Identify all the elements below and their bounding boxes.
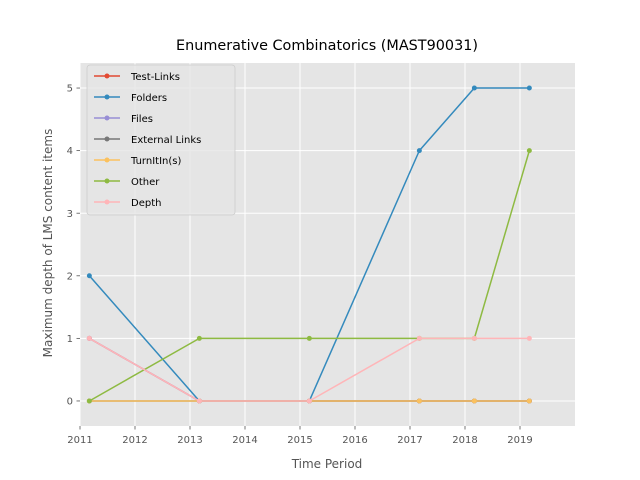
legend-box xyxy=(86,64,236,216)
series-line-folders xyxy=(88,87,530,402)
x-tick-label: 2018 xyxy=(452,435,477,446)
x-tick-label: 2011 xyxy=(67,435,92,446)
legend-item: Folders xyxy=(94,93,167,104)
data-point-depth xyxy=(416,335,422,341)
data-point-other xyxy=(196,335,202,341)
legend-label: Folders xyxy=(131,93,167,104)
data-point-other xyxy=(306,335,312,341)
y-axis-label: Maximum depth of LMS content items xyxy=(41,129,55,358)
series-layer xyxy=(86,85,532,404)
legend-item: External Links xyxy=(94,135,201,146)
legend-label: Test-Links xyxy=(130,72,180,83)
y-tick-label: 1 xyxy=(67,334,73,345)
data-point-depth xyxy=(471,335,477,341)
x-axis-ticks: 2011 2012 2013 2014 2015 2016 2017 2018 2019 xyxy=(67,426,533,446)
data-point-folders xyxy=(416,148,422,154)
legend-label: External Links xyxy=(131,135,201,146)
data-point-turnitin-s xyxy=(526,398,532,404)
x-axis-label: Time Period xyxy=(291,457,363,471)
x-tick-label: 2013 xyxy=(177,435,202,446)
legend-item: TurnItIn(s) xyxy=(94,156,181,167)
y-tick-label: 2 xyxy=(67,271,73,282)
series-line-depth xyxy=(88,337,530,402)
data-point-depth xyxy=(306,398,312,404)
legend-item: Files xyxy=(94,114,153,125)
legend-label: TurnItIn(s) xyxy=(130,156,181,167)
series-line-other xyxy=(88,150,531,402)
x-tick-label: 2012 xyxy=(122,435,147,446)
legend-marker xyxy=(104,136,110,142)
legend-marker xyxy=(104,94,110,100)
x-tick-label: 2014 xyxy=(232,435,257,446)
x-tick-label: 2019 xyxy=(507,435,532,446)
legend-marker xyxy=(104,73,110,79)
legend: Test-Links Folders Files External Links Turn… xyxy=(86,64,236,216)
data-point-folders xyxy=(86,273,92,279)
data-point-turnitin-s xyxy=(471,398,477,404)
data-point-other xyxy=(86,398,92,404)
legend-label: Other xyxy=(131,177,160,188)
data-point-other xyxy=(526,148,532,154)
data-point-folders xyxy=(526,85,532,91)
legend-item: Test-Links xyxy=(94,72,180,83)
chart-title: Enumerative Combinatorics (MAST90031) xyxy=(176,38,478,54)
y-tick-label: 0 xyxy=(67,397,73,408)
x-tick-label: 2015 xyxy=(287,435,312,446)
data-point-depth xyxy=(196,398,202,404)
legend-marker xyxy=(104,199,110,205)
legend-marker xyxy=(104,157,110,163)
legend-marker xyxy=(104,115,110,121)
y-tick-label: 5 xyxy=(67,84,73,95)
data-point-depth xyxy=(86,335,92,341)
y-tick-label: 3 xyxy=(67,209,73,220)
x-tick-label: 2016 xyxy=(342,435,367,446)
data-point-turnitin-s xyxy=(416,398,422,404)
y-axis-ticks: 0 1 2 3 4 5 xyxy=(67,84,80,408)
data-point-folders xyxy=(471,85,477,91)
series-depth xyxy=(86,335,532,404)
legend-item: Depth xyxy=(94,198,161,209)
legend-label: Files xyxy=(131,114,153,125)
legend-label: Depth xyxy=(131,198,161,209)
legend-marker xyxy=(104,178,110,184)
y-tick-label: 4 xyxy=(67,146,73,157)
legend-item: Other xyxy=(94,177,160,188)
x-tick-label: 2017 xyxy=(397,435,422,446)
data-point-depth xyxy=(526,335,532,341)
